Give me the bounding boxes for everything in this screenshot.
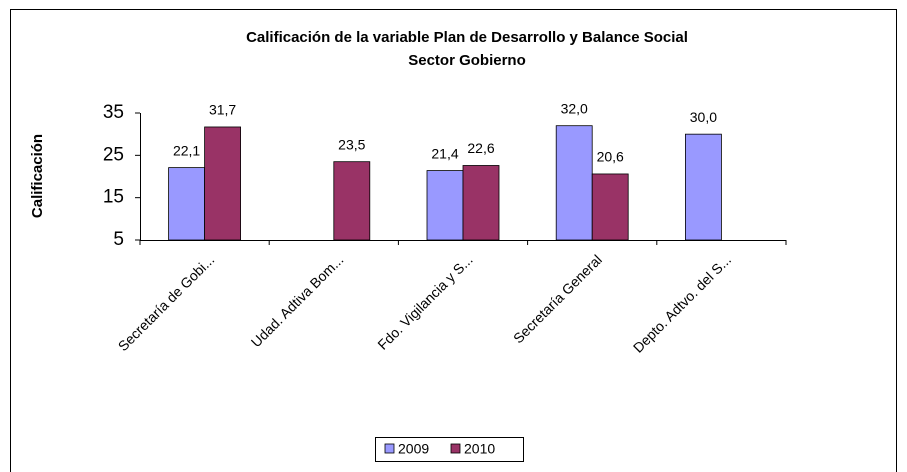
legend-label: 2009 <box>398 441 429 457</box>
chart-subtitle: Sector Gobierno <box>408 52 526 69</box>
value-label: 21,4 <box>431 145 458 161</box>
bar <box>168 167 206 241</box>
legend-swatch <box>384 443 395 454</box>
bar <box>555 125 593 241</box>
value-label: 22,6 <box>467 140 494 156</box>
bar <box>462 165 500 241</box>
chart-title: Calificación de la variable Plan de Desa… <box>246 29 688 46</box>
bar <box>426 170 464 241</box>
bar <box>204 126 242 241</box>
value-label: 30,0 <box>690 109 717 125</box>
bar <box>333 161 371 241</box>
bar <box>685 133 722 241</box>
y-tick-label: 15 <box>103 187 124 208</box>
y-tick-label: 5 <box>113 229 124 250</box>
bar <box>591 173 629 241</box>
value-label: 20,6 <box>597 149 624 165</box>
value-label: 23,5 <box>338 136 365 152</box>
value-label: 31,7 <box>209 102 236 118</box>
y-tick-label: 25 <box>103 144 124 165</box>
value-label: 32,0 <box>561 100 588 116</box>
legend-box <box>375 437 524 462</box>
y-tick-label: 35 <box>103 102 124 123</box>
y-axis-label: Calificación <box>29 134 46 218</box>
legend-label: 2010 <box>464 441 495 457</box>
value-label: 22,1 <box>173 142 200 158</box>
legend-swatch <box>450 443 461 454</box>
